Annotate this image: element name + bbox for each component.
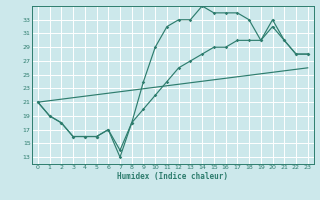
X-axis label: Humidex (Indice chaleur): Humidex (Indice chaleur) <box>117 172 228 181</box>
